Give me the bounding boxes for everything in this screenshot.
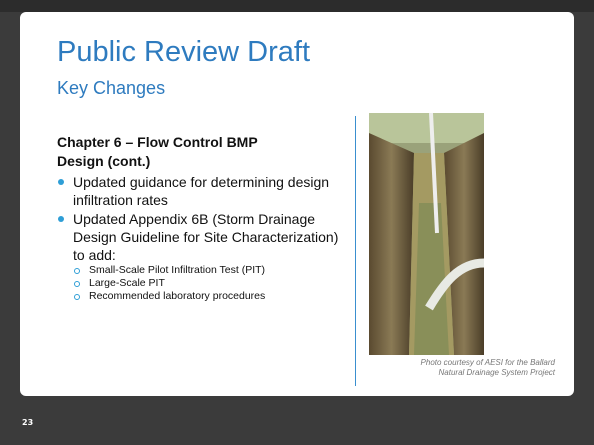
sub-list: Small-Scale Pilot Infiltration Test (PIT… (73, 264, 342, 303)
bullet-text: Updated guidance for determining design … (73, 174, 329, 208)
caption-line: Natural Drainage System Project (390, 368, 555, 378)
slide-number: 23 (22, 418, 33, 427)
bullet: Updated Appendix 6B (Storm Drainage Desi… (57, 210, 342, 303)
caption-line: Photo courtesy of AESI for the Ballard (390, 358, 555, 368)
photo-sky (369, 113, 484, 143)
sub-bullet: Recommended laboratory procedures (73, 290, 289, 303)
body-text: Chapter 6 – Flow Control BMP Design (con… (57, 133, 342, 304)
bullet-list: Updated guidance for determining design … (57, 173, 342, 303)
slide-title: Public Review Draft (57, 36, 310, 69)
trench-wall (369, 133, 414, 355)
slide: Public Review Draft Key Changes Chapter … (0, 0, 594, 445)
slide-subtitle: Key Changes (57, 78, 165, 99)
sub-bullet: Small-Scale Pilot Infiltration Test (PIT… (73, 264, 289, 277)
bullet-text: Updated Appendix 6B (Storm Drainage Desi… (73, 211, 338, 263)
top-bar (0, 0, 594, 12)
sub-bullet: Large-Scale PIT (73, 277, 289, 290)
separator (355, 116, 356, 386)
photo-caption: Photo courtesy of AESI for the Ballard N… (390, 358, 555, 378)
bullet: Updated guidance for determining design … (57, 173, 342, 209)
section-heading: Chapter 6 – Flow Control BMP Design (con… (57, 133, 297, 171)
photo (369, 113, 484, 355)
